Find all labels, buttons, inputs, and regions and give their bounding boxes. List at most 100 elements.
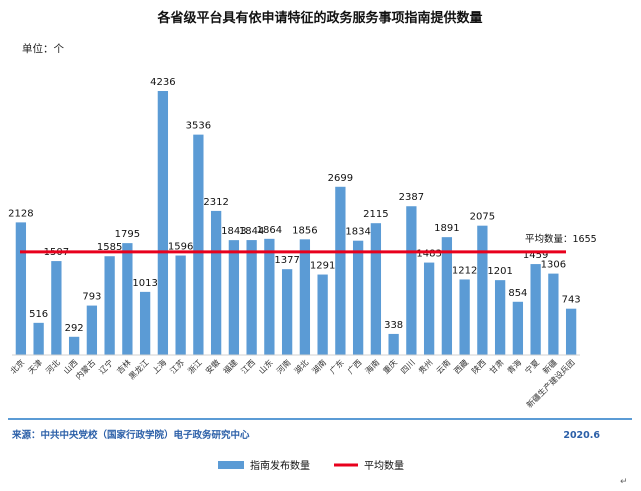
- average-label: 平均数量：1655: [525, 233, 597, 245]
- bar-辽宁: [104, 256, 115, 355]
- value-label-内蒙古: 793: [82, 292, 101, 303]
- unit-label: 单位：个: [22, 42, 64, 55]
- value-label-贵州: 1483: [416, 249, 441, 260]
- bar-山西: [68, 336, 80, 355]
- bar-山东: [264, 238, 275, 355]
- x-label-甘肃: 甘肃: [487, 357, 505, 375]
- value-label-上海: 4236: [150, 77, 175, 88]
- bar-甘肃: [494, 280, 506, 355]
- value-label-西藏: 1212: [452, 265, 477, 276]
- value-label-安徽: 2312: [203, 197, 228, 208]
- x-label-青海: 青海: [505, 357, 523, 375]
- legend-swatch-bars: [218, 461, 244, 469]
- source-text: 来源：中共中央党校（国家行政学院）电子政务研究中心: [11, 429, 250, 441]
- x-label-湖北: 湖北: [293, 358, 311, 376]
- bar-湖南: [317, 274, 328, 355]
- value-label-group: 2128516150729279315851795101342361596353…: [8, 77, 581, 334]
- legend-label-bars: 指南发布数量: [250, 459, 310, 472]
- bar-内蒙古: [86, 305, 98, 355]
- value-label-广东: 2699: [328, 173, 353, 184]
- value-label-云南: 1891: [434, 223, 459, 234]
- x-label-重庆: 重庆: [381, 357, 399, 375]
- value-label-辽宁: 1585: [97, 242, 122, 253]
- value-label-天津: 516: [29, 309, 48, 320]
- x-label-福建: 福建: [221, 357, 239, 375]
- x-label-广西: 广西: [345, 357, 363, 375]
- bar-重庆: [388, 333, 399, 355]
- value-label-浙江: 3536: [186, 121, 211, 132]
- x-label-贵州: 贵州: [416, 357, 434, 375]
- value-label-新疆生产建设兵团: 743: [562, 295, 581, 306]
- bar-广西: [352, 240, 364, 355]
- bar-海南: [370, 223, 382, 355]
- x-label-河南: 河南: [274, 357, 292, 375]
- x-label-上海: 上海: [150, 357, 168, 375]
- x-label-江苏: 江苏: [168, 357, 186, 375]
- value-label-北京: 2128: [8, 208, 33, 219]
- value-label-江西: 1844: [239, 226, 264, 237]
- bar-湖北: [299, 239, 311, 355]
- value-label-海南: 2115: [363, 209, 388, 220]
- bar-新疆: [548, 273, 559, 355]
- bar-宁夏: [530, 264, 541, 355]
- chart-title: 各省级平台具有依申请特征的政务服务事项指南提供数量: [156, 10, 482, 26]
- bar-云南: [441, 237, 453, 355]
- bar-吉林: [122, 243, 133, 355]
- date-text: 2020.6: [563, 430, 600, 441]
- x-label-陕西: 陕西: [469, 357, 487, 375]
- bar-天津: [33, 322, 44, 355]
- return-glyph: ↵: [620, 477, 628, 487]
- x-label-湖南: 湖南: [310, 357, 328, 375]
- value-label-福建: 1843: [221, 226, 246, 237]
- bar-上海: [157, 91, 169, 355]
- value-label-黑龙江: 1013: [132, 278, 157, 289]
- value-label-山西: 292: [65, 323, 84, 334]
- value-label-重庆: 338: [384, 320, 403, 331]
- bar-河南: [281, 269, 293, 355]
- bar-安徽: [210, 210, 222, 355]
- bar-贵州: [423, 262, 435, 355]
- x-label-天津: 天津: [26, 357, 44, 375]
- bar-北京: [15, 222, 27, 355]
- x-label-西藏: 西藏: [452, 357, 470, 375]
- x-label-海南: 海南: [363, 357, 381, 375]
- value-label-吉林: 1795: [115, 229, 140, 240]
- bar-福建: [228, 240, 240, 355]
- x-label-黑龙江: 黑龙江: [127, 357, 151, 381]
- bar-group: [15, 91, 577, 355]
- x-label-安徽: 安徽: [203, 357, 221, 375]
- value-label-宁夏: 1459: [523, 250, 548, 261]
- value-label-新疆: 1306: [541, 260, 566, 271]
- bar-黑龙江: [139, 291, 151, 355]
- bar-陕西: [477, 225, 488, 355]
- value-label-四川: 2387: [399, 192, 424, 203]
- value-label-甘肃: 1201: [487, 266, 512, 277]
- bar-四川: [406, 206, 417, 355]
- bar-青海: [512, 301, 524, 355]
- value-label-河南: 1377: [274, 255, 299, 266]
- x-label-河北: 河北: [43, 357, 61, 375]
- x-label-内蒙古: 内蒙古: [73, 357, 97, 381]
- value-label-青海: 854: [508, 288, 527, 299]
- value-label-广西: 1834: [345, 227, 370, 238]
- x-label-四川: 四川: [399, 358, 417, 376]
- value-label-湖南: 1291: [310, 261, 335, 272]
- x-label-江西: 江西: [239, 358, 257, 376]
- bar-江西: [246, 240, 257, 355]
- value-label-陕西: 2075: [470, 212, 495, 223]
- x-label-山东: 山东: [256, 357, 274, 375]
- x-label-辽宁: 辽宁: [97, 357, 115, 375]
- x-label-北京: 北京: [8, 357, 26, 375]
- x-label-广东: 广东: [327, 357, 345, 375]
- bar-新疆生产建设兵团: [565, 308, 577, 355]
- legend-label-average: 平均数量: [364, 459, 404, 472]
- bar-浙江: [193, 134, 204, 355]
- bar-江苏: [175, 255, 186, 355]
- x-label-云南: 云南: [434, 357, 452, 375]
- bar-西藏: [459, 279, 470, 355]
- x-label-宁夏: 宁夏: [523, 357, 541, 375]
- value-label-江苏: 1596: [168, 242, 193, 253]
- bar-广东: [335, 186, 346, 355]
